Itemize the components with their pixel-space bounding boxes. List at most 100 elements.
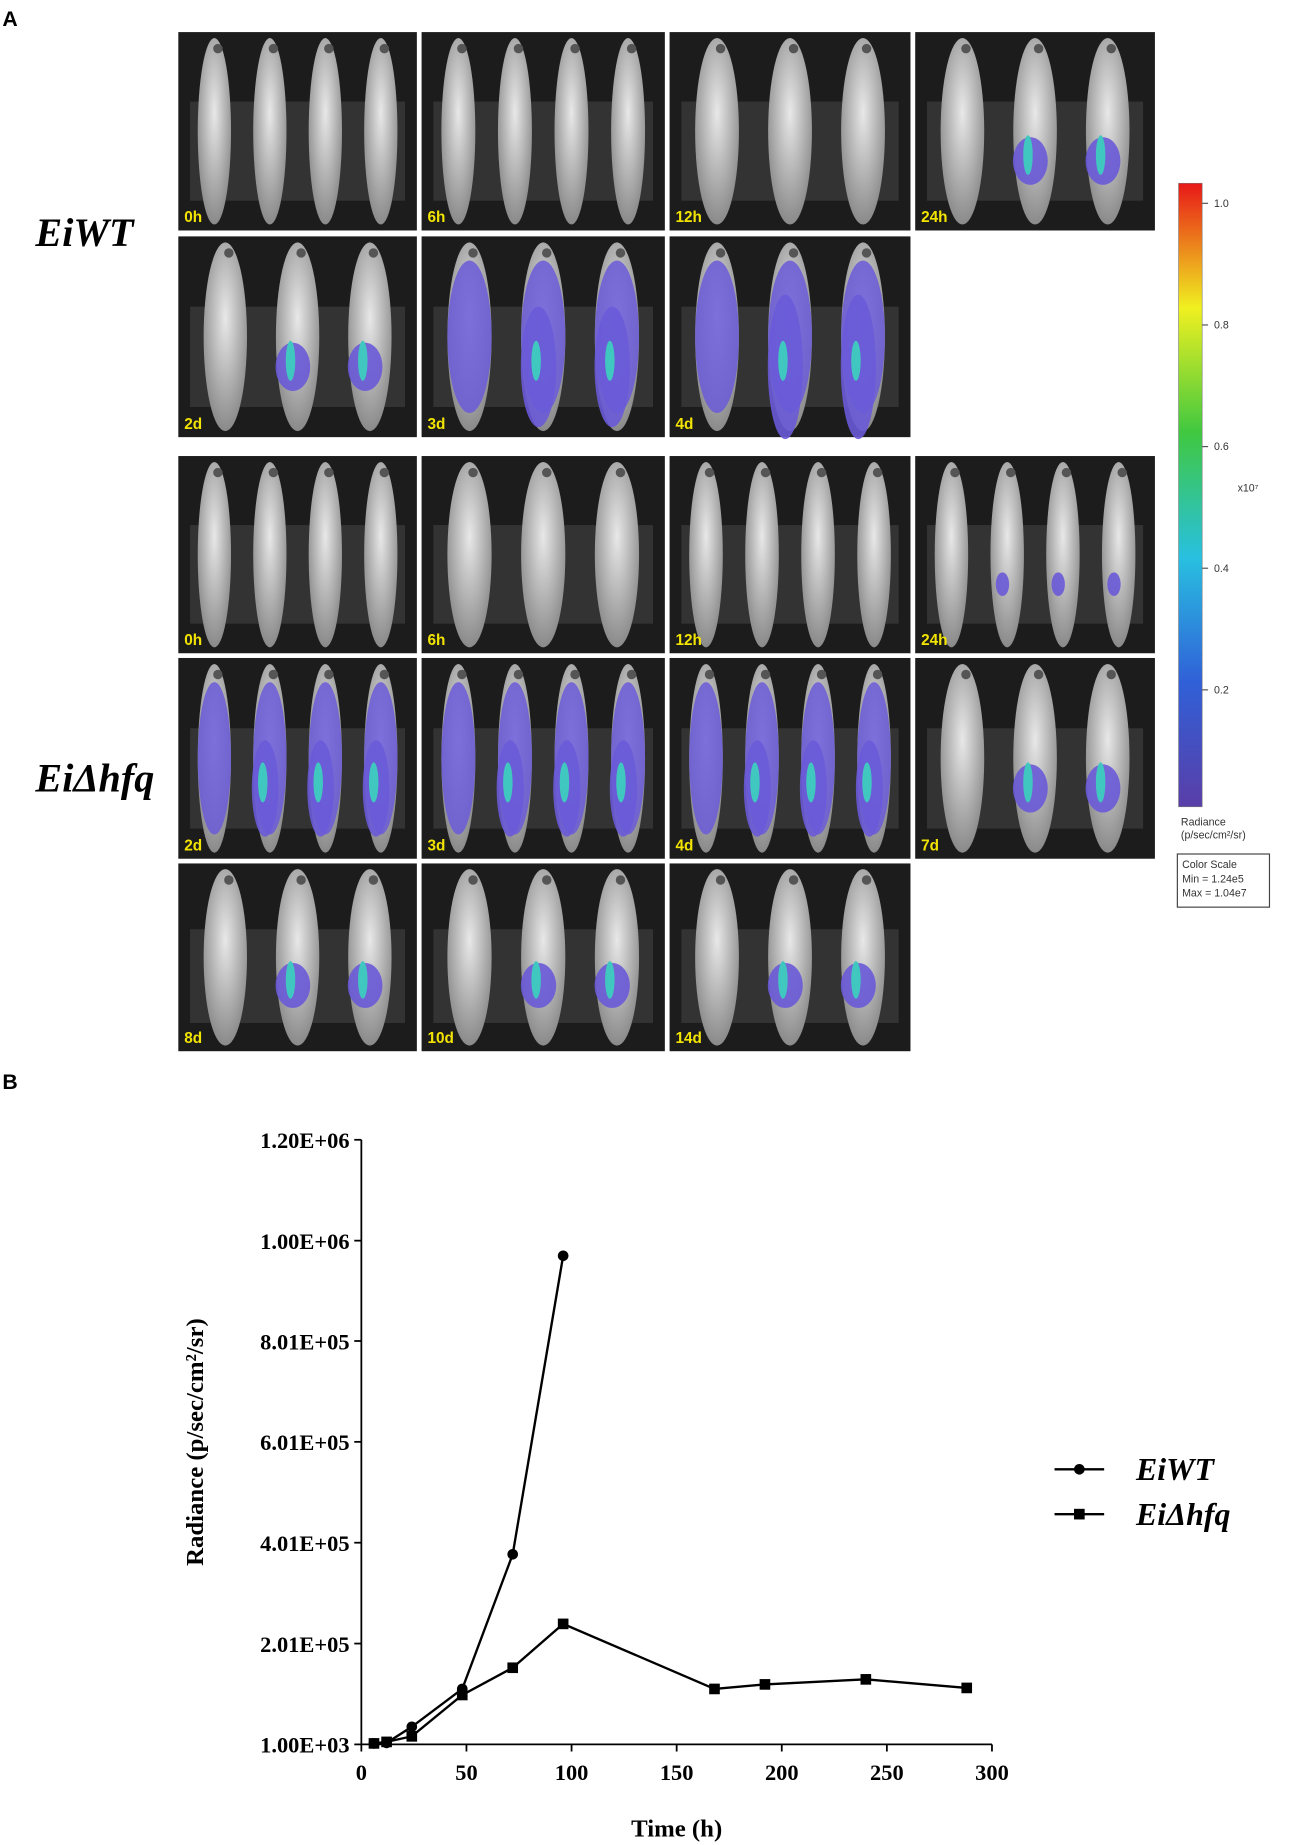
signal-hot <box>862 762 872 803</box>
y-tick-label: 8.01E+05 <box>260 1329 349 1354</box>
panel-label: B <box>2 1070 17 1094</box>
signal-hot <box>559 762 570 803</box>
fish <box>1085 38 1130 225</box>
fish-eye <box>379 43 390 54</box>
y-tick-label: 1.00E+06 <box>260 1229 349 1254</box>
fish <box>203 869 247 1046</box>
fish <box>197 38 232 225</box>
signal-hot <box>1095 135 1106 175</box>
time-label: 4d <box>675 837 693 854</box>
fish <box>441 38 476 225</box>
signal-hot <box>358 340 368 381</box>
fish <box>940 38 985 225</box>
fish-eye <box>861 875 872 885</box>
fish-eye <box>324 467 334 478</box>
signal <box>554 682 589 835</box>
fish <box>521 461 566 648</box>
x-tick-label: 100 <box>555 1760 589 1785</box>
chart: 1.00E+03 2.01E+05 4.01E+05 6.01E+05 8.01E+05… <box>182 1128 1230 1842</box>
fish-eye <box>816 669 827 680</box>
fish <box>1085 663 1130 853</box>
signal <box>521 260 566 414</box>
signal-hot <box>258 762 268 803</box>
signal <box>497 682 532 835</box>
fish <box>841 869 885 1046</box>
time-label: 3d <box>427 416 445 433</box>
signal <box>364 682 398 835</box>
fish-eye <box>296 875 306 885</box>
signal-hot <box>358 961 368 999</box>
fish-eye <box>1106 43 1116 54</box>
signal <box>768 260 812 414</box>
fish <box>689 461 723 648</box>
fish <box>841 38 885 225</box>
fish <box>1013 38 1057 225</box>
signal-hot <box>285 961 296 999</box>
signal-hot <box>851 961 861 999</box>
time-label: 12h <box>675 209 701 226</box>
signal-hot <box>531 340 541 381</box>
y-tick-label: 1.20E+06 <box>260 1128 349 1153</box>
time-label: 10d <box>427 1030 453 1047</box>
fish-eye <box>715 43 726 54</box>
fish-eye <box>296 248 306 258</box>
signal-hot <box>503 762 513 803</box>
fish <box>308 461 342 648</box>
x-tick-label: 150 <box>660 1760 694 1785</box>
fish-eye <box>615 875 626 885</box>
fish-eye <box>570 669 580 680</box>
fish-eye <box>224 875 234 885</box>
fish-eye <box>626 43 637 54</box>
colorbar-unit: (p/sec/cm²/sr) <box>1181 830 1246 842</box>
fish <box>594 461 640 648</box>
group-label: EiWT <box>34 210 135 255</box>
fish <box>611 38 646 225</box>
fish-eye <box>379 467 390 478</box>
fish-eye <box>788 43 799 54</box>
colorbar-tick-label: 0.4 <box>1214 563 1229 575</box>
fish-eye <box>457 669 467 680</box>
signal-hot <box>368 762 379 803</box>
fish <box>308 38 342 225</box>
scale-box <box>1176 853 1271 908</box>
signal <box>1107 572 1121 597</box>
time-label: 3d <box>427 837 445 854</box>
signal <box>308 682 342 835</box>
time-label: 14d <box>675 1030 701 1047</box>
fish <box>801 461 835 648</box>
fish-eye <box>788 875 799 885</box>
time-label: 12h <box>675 632 701 649</box>
fish-eye <box>1033 669 1044 680</box>
signal-hot <box>616 762 626 803</box>
signal <box>801 682 835 835</box>
fish <box>275 869 320 1046</box>
fish <box>695 38 739 225</box>
fish <box>594 869 640 1046</box>
fish-eye <box>324 669 334 680</box>
fish-eye <box>760 467 771 478</box>
point <box>709 1683 720 1695</box>
fish-eye <box>788 248 799 258</box>
fish-eye <box>1106 669 1116 680</box>
fish-eye <box>715 875 726 885</box>
colorbar-tick-label: 1.0 <box>1214 198 1229 210</box>
fish <box>253 461 287 648</box>
signal-hot <box>1023 762 1033 803</box>
signal-hot <box>778 340 788 381</box>
time-label: 2d <box>184 416 202 433</box>
signal <box>197 682 232 835</box>
image-grid: 0h 6h 12h 24h 2d 3d 4d 0h 6h 12h 24h 2d 3d 4d 7d 8d 10d 1… <box>178 32 1155 1052</box>
fish-eye <box>1061 467 1072 478</box>
fish <box>768 38 812 225</box>
signal <box>857 682 891 835</box>
fish <box>275 242 320 432</box>
fish <box>253 38 287 225</box>
fish <box>857 461 891 648</box>
fish-eye <box>615 248 626 258</box>
colorbar-multiplier: x10⁷ <box>1238 482 1259 494</box>
signal-hot <box>778 961 788 999</box>
time-label: 6h <box>427 209 445 226</box>
fish-eye <box>704 669 715 680</box>
signal-hot <box>605 961 615 999</box>
fish-eye <box>213 467 223 478</box>
